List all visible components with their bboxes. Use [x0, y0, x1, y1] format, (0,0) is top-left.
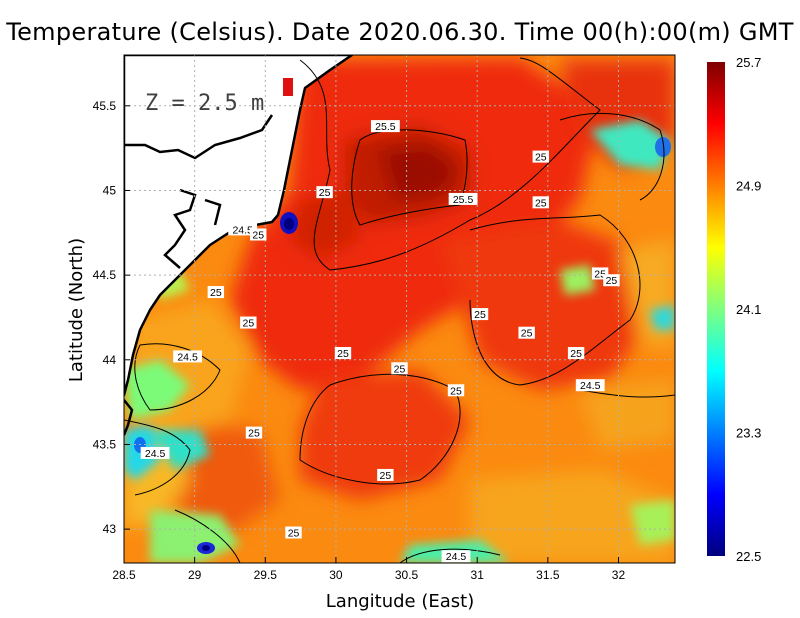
contour-label-box [228, 223, 258, 236]
depth-label: Z = 2.5 m [145, 91, 264, 116]
contour-label: 24.5 [446, 551, 467, 563]
contour-label: 25 [319, 187, 331, 199]
contour-label: 25 [474, 309, 486, 321]
grid-lines [124, 55, 675, 563]
x-axis-label: Langitude (East) [326, 591, 474, 612]
x-tick-label: 29 [188, 568, 202, 582]
contour-label-box [334, 347, 352, 360]
river-marker [283, 78, 293, 96]
contour-label-box [603, 274, 620, 287]
x-tick-label: 30 [329, 568, 343, 582]
colorbar [707, 62, 725, 556]
x-tick-label: 31 [471, 568, 485, 582]
contour-label: 25.5 [453, 194, 474, 206]
contour-label-box [140, 446, 170, 459]
y-tick-label: 43.5 [93, 437, 117, 451]
colorbar-tick-label: 22.5 [736, 549, 761, 564]
plot-frame [123, 54, 676, 564]
contour-label: 25 [242, 318, 254, 330]
contour-label: 25 [252, 229, 264, 241]
contour-label-box [240, 316, 257, 329]
y-tick-label: 44.5 [93, 268, 117, 282]
contour-label: 24.5 [232, 224, 253, 236]
contour-label: 25 [337, 348, 349, 360]
x-tick-label: 30.5 [395, 568, 419, 582]
y-axis: 43 43.5 44 44.5 45 45.5 [93, 99, 130, 536]
contour-label-box [207, 286, 225, 299]
contour-label: 25 [380, 470, 392, 482]
contour-label-box [391, 362, 408, 375]
y-tick-label: 45.5 [93, 99, 117, 113]
colorbar-tick-label: 24.1 [736, 302, 761, 317]
contour-label: 25 [248, 428, 260, 440]
x-tick-label: 28.5 [112, 568, 136, 582]
contour-label-box [575, 379, 605, 392]
contour-label: 25 [210, 287, 222, 299]
contour-label-box [316, 186, 333, 199]
contour-label-box [532, 196, 549, 209]
contour-label: 25 [521, 328, 533, 340]
contour-label: 25.5 [375, 121, 396, 133]
y-tick-label: 44 [103, 353, 117, 367]
contour-label: 25 [594, 268, 606, 280]
contour-label-box [518, 326, 535, 339]
contour-label-box [441, 550, 471, 563]
chart-title: Temperature (Celsius). Date 2020.06.30. … [6, 18, 794, 46]
colorbar-tick-label: 24.9 [736, 179, 761, 194]
contour-label: 25 [288, 528, 300, 540]
contour-label-box [448, 192, 478, 205]
heatmap-field [124, 55, 675, 563]
x-axis: 28.5 29 29.5 30 30.5 31 31.5 32 [112, 557, 625, 582]
coastline-details [124, 114, 274, 436]
contour-label-box [370, 120, 400, 133]
contour-label-box [250, 228, 267, 241]
contour-label-box [173, 350, 202, 363]
contour-lines [124, 57, 675, 563]
contour-label-box [567, 347, 585, 360]
contour-label-box [285, 526, 302, 539]
contour-label: 24.5 [580, 380, 601, 392]
contour-label: 25 [450, 385, 462, 397]
contour-label-box [532, 150, 549, 163]
contour-label: 25 [570, 348, 582, 360]
x-tick-label: 29.5 [254, 568, 278, 582]
colorbar-tick-label: 23.3 [736, 426, 761, 441]
x-tick-label: 31.5 [536, 568, 560, 582]
y-axis-label: Latitude (North) [66, 238, 87, 382]
colorbar-labels: 25.7 24.9 24.1 23.3 22.5 [736, 55, 761, 564]
contour-label: 24.5 [177, 351, 198, 363]
contour-label-box [447, 384, 465, 397]
y-tick-label: 45 [103, 183, 117, 197]
contour-label-box [377, 468, 394, 481]
x-tick-label: 32 [612, 568, 626, 582]
y-tick-label: 43 [103, 522, 117, 536]
contour-label: 25 [394, 363, 406, 375]
contour-label-box [471, 308, 489, 321]
contour-label: 25 [606, 275, 618, 287]
colorbar-tick-label: 25.7 [736, 55, 761, 70]
contour-label-box [245, 426, 263, 439]
contour-label: 24.5 [145, 448, 166, 460]
contour-label: 25 [535, 197, 547, 209]
contour-label: 25 [535, 152, 547, 164]
